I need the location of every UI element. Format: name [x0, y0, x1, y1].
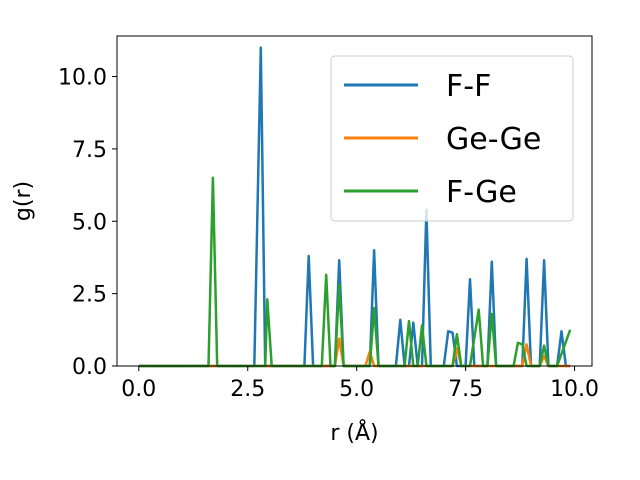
x-tick-label: 0.0 — [121, 377, 156, 402]
x-tick-label: 2.5 — [230, 377, 265, 402]
legend-box — [330, 55, 574, 222]
legend-label-1: Ge-Ge — [446, 122, 541, 157]
x-axis-label: r (Å) — [330, 419, 378, 446]
x-tick-label: 7.5 — [448, 377, 483, 402]
x-tick-label: 10.0 — [550, 377, 599, 402]
y-axis-label: g(r) — [11, 181, 36, 221]
plot-frame — [116, 35, 593, 367]
y-axis: 0.0 2.5 5.0 7.5 10.0 — [58, 66, 117, 380]
x-tick-label: 5.0 — [339, 377, 374, 402]
x-axis: 0.0 2.5 5.0 7.5 10.0 — [121, 366, 599, 402]
y-tick-label: 2.5 — [72, 283, 107, 308]
legend-label-0: F-F — [446, 69, 491, 104]
y-tick-label: 10.0 — [58, 66, 107, 91]
y-tick-label: 5.0 — [72, 210, 107, 235]
series-line-1 — [138, 337, 571, 368]
legend-label-2: F-Ge — [446, 175, 517, 210]
y-tick-label: 0.0 — [72, 355, 107, 380]
y-tick-label: 7.5 — [72, 138, 107, 163]
legend: F-F Ge-Ge F-Ge — [330, 55, 574, 222]
